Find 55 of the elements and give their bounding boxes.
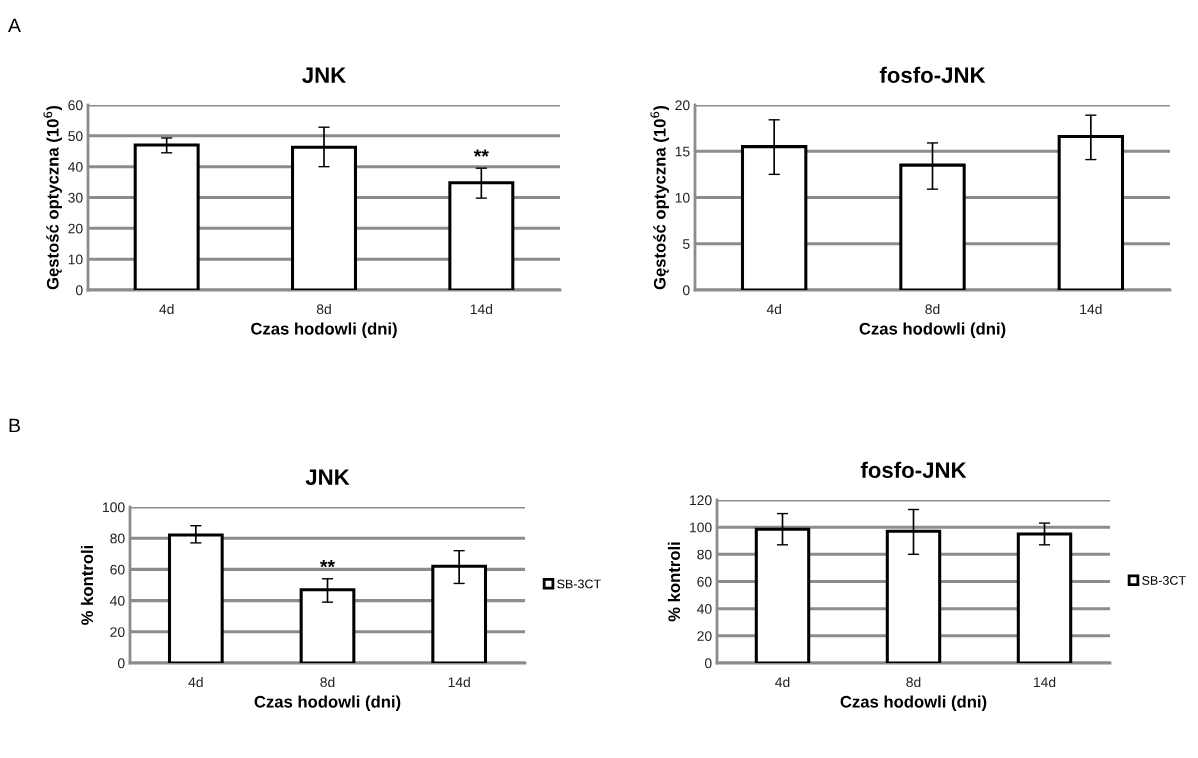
x-tick-label: 8d: [906, 676, 921, 688]
annotation: **: [473, 149, 489, 157]
x-tick-label: 4d: [766, 303, 781, 315]
x-tick-label: 8d: [316, 303, 331, 315]
y-tick-label: 0: [704, 658, 712, 669]
x-tick-label: 8d: [320, 676, 335, 688]
y-tick-label: 20: [675, 100, 690, 111]
chart-title: fosfo-JNK: [860, 461, 967, 478]
y-tick-label: 0: [117, 658, 125, 669]
annotation: **: [319, 559, 336, 568]
y-axis-title: % kontroli: [667, 542, 681, 622]
x-tick-label: 4d: [159, 303, 174, 315]
y-tick-label: 15: [675, 146, 690, 157]
y-tick-label: 60: [697, 576, 712, 587]
chart-title: JNK: [305, 469, 350, 485]
y-axis-title: % kontroli: [80, 545, 94, 625]
text: B: [9, 418, 20, 433]
x-axis-title: Czas hodowli (dni): [859, 322, 1006, 338]
y-tick-label: 60: [110, 564, 125, 575]
x-tick-label: 14d: [1033, 676, 1056, 688]
x-tick-label: 14d: [1080, 303, 1102, 315]
x-tick-label: 8d: [925, 303, 940, 315]
y-tick-label: 5: [682, 239, 690, 249]
y-tick-label: 80: [110, 533, 125, 544]
y-tick-label: 120: [690, 495, 712, 506]
x-tick-label: 4d: [188, 676, 203, 688]
x-tick-label: 14d: [470, 303, 493, 315]
y-tick-label: 100: [103, 502, 125, 513]
y-tick-label: 20: [110, 627, 125, 637]
x-tick-label: 14d: [448, 676, 470, 688]
chart-title: JNK: [302, 67, 347, 83]
x-tick-label: 4d: [775, 676, 790, 688]
y-tick-label: 40: [110, 595, 125, 606]
x-axis-title: Czas hodowli (dni): [251, 322, 397, 338]
y-tick-label: 40: [697, 604, 712, 614]
y-tick-label: 0: [75, 285, 83, 296]
y-tick-label: 80: [697, 549, 712, 560]
y-tick-label: 20: [697, 631, 712, 641]
legend-label: SB-3CT: [1142, 576, 1186, 585]
y-tick-label: 10: [675, 192, 690, 203]
x-axis-title: Czas hodowli (dni): [840, 695, 987, 711]
y-tick-label: 30: [68, 192, 83, 203]
y-tick-label: 10: [68, 254, 83, 265]
legend-label: SB-3CT: [557, 579, 601, 589]
y-tick-label: 20: [68, 223, 83, 234]
y-axis-title: Gęstość optyczna (10$^{6}$): [43, 105, 62, 290]
text: A: [8, 18, 21, 33]
y-axis-title: Gęstość optyczna (10$^{6}$): [650, 105, 669, 290]
y-tick-label: 0: [682, 285, 690, 296]
y-tick-label: 100: [690, 522, 712, 533]
chart-title: fosfo-JNK: [879, 66, 986, 83]
y-tick-label: 50: [68, 131, 83, 141]
x-axis-title: Czas hodowli (dni): [254, 695, 401, 711]
y-tick-label: 40: [68, 162, 83, 172]
y-tick-label: 60: [68, 100, 83, 111]
